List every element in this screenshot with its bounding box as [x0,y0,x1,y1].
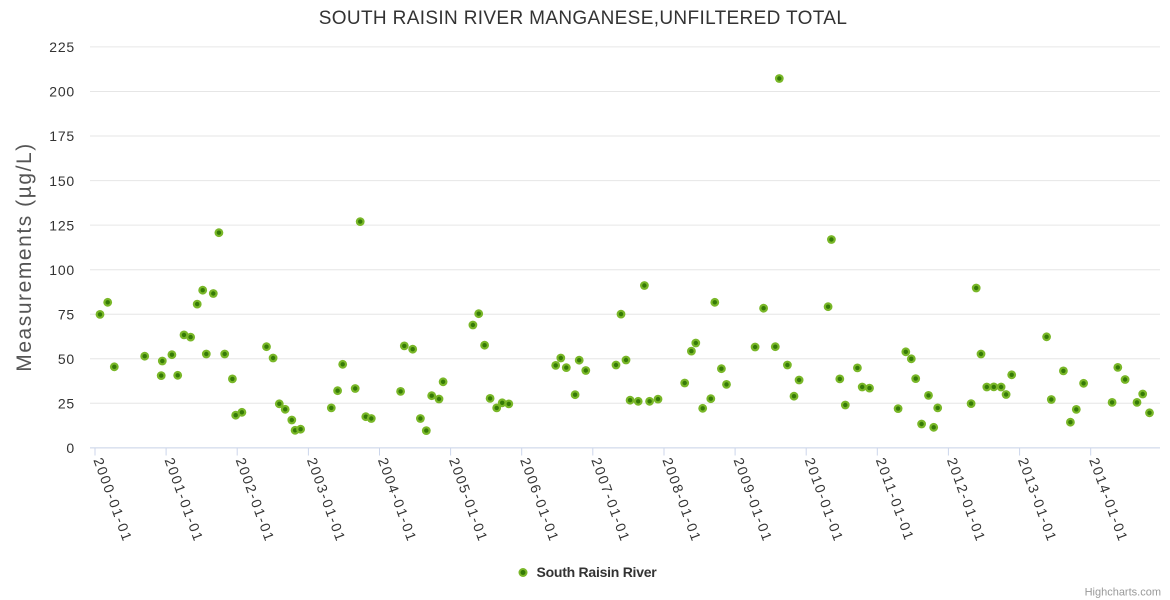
svg-text:Measurements (µg/L): Measurements (µg/L) [13,142,36,371]
svg-text:150: 150 [49,173,75,189]
svg-text:SOUTH RAISIN RIVER MANGANESE,U: SOUTH RAISIN RIVER MANGANESE,UNFILTERED … [319,8,847,29]
svg-text:75: 75 [58,306,75,322]
svg-text:200: 200 [49,84,75,100]
svg-text:175: 175 [49,128,75,144]
svg-text:0: 0 [66,440,75,456]
svg-text:50: 50 [58,351,75,367]
svg-text:25: 25 [58,396,75,412]
svg-text:125: 125 [49,217,75,233]
svg-text:100: 100 [49,262,75,278]
svg-text:Highcharts.com: Highcharts.com [1085,587,1161,599]
svg-text:225: 225 [49,39,75,55]
svg-text:South Raisin River: South Raisin River [537,564,658,580]
